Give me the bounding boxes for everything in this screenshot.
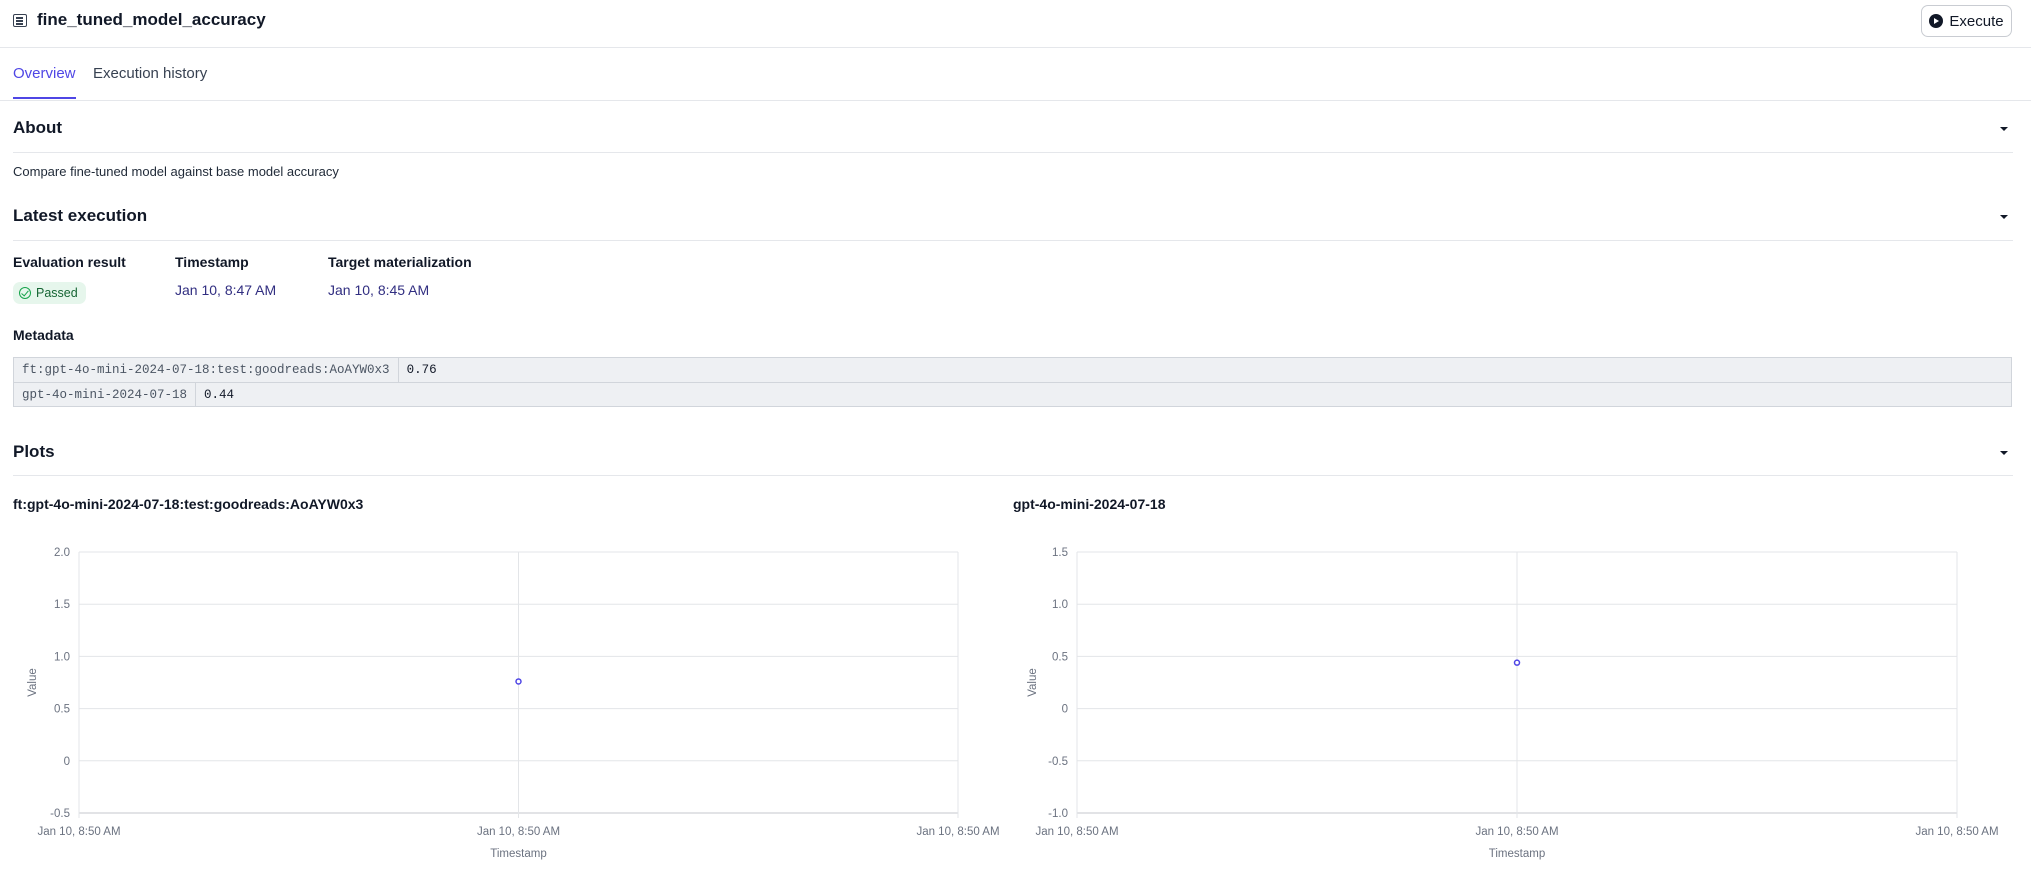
y-tick-label: 2.0 bbox=[54, 547, 70, 559]
y-tick-label: -0.5 bbox=[50, 808, 70, 820]
check-circle-icon bbox=[19, 287, 31, 299]
y-tick-label: 1.0 bbox=[54, 651, 70, 663]
latest-execution-heading: Latest execution bbox=[13, 206, 148, 225]
page-title: fine_tuned_model_accuracy bbox=[37, 10, 266, 29]
timestamp-link[interactable]: Jan 10, 8:47 AM bbox=[175, 282, 277, 298]
chart-fine-tuned: -0.5 0 0.5 1.0 1.5 2.0 Jan 10, 8:50 AM Jan 10, … bbox=[27, 547, 1000, 860]
execute-label: Execute bbox=[1949, 12, 2004, 30]
metadata-key: ft:gpt-4o-mini-2024-07-18:test:goodreads… bbox=[14, 358, 399, 382]
x-tick-label: Jan 10, 8:50 AM bbox=[1035, 826, 1118, 838]
chart-base-model: -1.0 -0.5 0 0.5 1.0 1.5 Jan 10, 8:50 AM Jan 10,… bbox=[1027, 547, 1999, 860]
x-tick-label: Jan 10, 8:50 AM bbox=[916, 826, 999, 838]
y-tick-label: 0.5 bbox=[54, 704, 70, 716]
report-icon bbox=[13, 14, 27, 27]
y-tick-label: 0 bbox=[64, 756, 70, 768]
y-tick-label: -1.0 bbox=[1048, 808, 1068, 820]
y-tick-label: 0 bbox=[1062, 704, 1068, 716]
latest-execution-collapse-chevron-icon[interactable] bbox=[2000, 215, 2008, 219]
divider bbox=[13, 240, 2013, 241]
timestamp-label: Timestamp bbox=[175, 254, 249, 270]
about-description: Compare fine-tuned model against base mo… bbox=[13, 164, 339, 179]
data-point bbox=[1513, 659, 1521, 666]
chart-title: ft:gpt-4o-mini-2024-07-18:test:goodreads… bbox=[13, 496, 364, 512]
about-collapse-chevron-icon[interactable] bbox=[2000, 127, 2008, 131]
x-axis-title: Timestamp bbox=[490, 848, 546, 860]
y-tick-label: 1.0 bbox=[1052, 599, 1068, 611]
x-tick-label: Jan 10, 8:50 AM bbox=[37, 826, 120, 838]
target-materialization-link[interactable]: Jan 10, 8:45 AM bbox=[328, 282, 430, 298]
y-tick-label: 0.5 bbox=[1052, 651, 1068, 663]
tab-overview[interactable]: Overview bbox=[13, 65, 76, 99]
metadata-value: 0.44 bbox=[204, 388, 235, 402]
execute-button[interactable]: Execute bbox=[1921, 5, 2012, 37]
y-tick-label: 1.5 bbox=[1052, 547, 1068, 559]
about-heading: About bbox=[13, 118, 63, 137]
target-materialization-label: Target materialization bbox=[328, 254, 472, 270]
metadata-row: ft:gpt-4o-mini-2024-07-18:test:goodreads… bbox=[14, 358, 2011, 382]
y-tick-label: -0.5 bbox=[1048, 756, 1068, 768]
status-badge: Passed bbox=[13, 282, 86, 304]
plots-heading: Plots bbox=[13, 442, 55, 461]
metadata-label: Metadata bbox=[13, 327, 74, 343]
metadata-value: 0.76 bbox=[406, 363, 437, 377]
status-text: Passed bbox=[36, 286, 78, 300]
x-tick-label: Jan 10, 8:50 AM bbox=[1475, 826, 1558, 838]
y-axis-title: Value bbox=[27, 668, 39, 697]
divider bbox=[13, 475, 2013, 476]
plots-collapse-chevron-icon[interactable] bbox=[2000, 451, 2008, 455]
chart-title: gpt-4o-mini-2024-07-18 bbox=[1013, 496, 1166, 512]
metadata-key: gpt-4o-mini-2024-07-18 bbox=[14, 383, 197, 406]
data-point bbox=[515, 678, 522, 685]
tab-execution-history[interactable]: Execution history bbox=[93, 65, 208, 82]
metadata-row: gpt-4o-mini-2024-07-18 0.44 bbox=[14, 382, 2011, 406]
play-circle-icon bbox=[1929, 14, 1944, 28]
y-tick-label: 1.5 bbox=[54, 599, 70, 611]
metadata-table: ft:gpt-4o-mini-2024-07-18:test:goodreads… bbox=[13, 357, 2012, 407]
page-header: fine_tuned_model_accuracy Execute bbox=[0, 0, 2031, 48]
x-tick-label: Jan 10, 8:50 AM bbox=[1915, 826, 1998, 838]
x-tick-label: Jan 10, 8:50 AM bbox=[477, 826, 560, 838]
x-axis-title: Timestamp bbox=[1489, 848, 1545, 860]
divider bbox=[13, 152, 2013, 153]
y-axis-title: Value bbox=[1027, 668, 1039, 697]
evaluation-result-label: Evaluation result bbox=[13, 254, 126, 270]
tab-bar: Overview Execution history bbox=[0, 48, 2031, 101]
